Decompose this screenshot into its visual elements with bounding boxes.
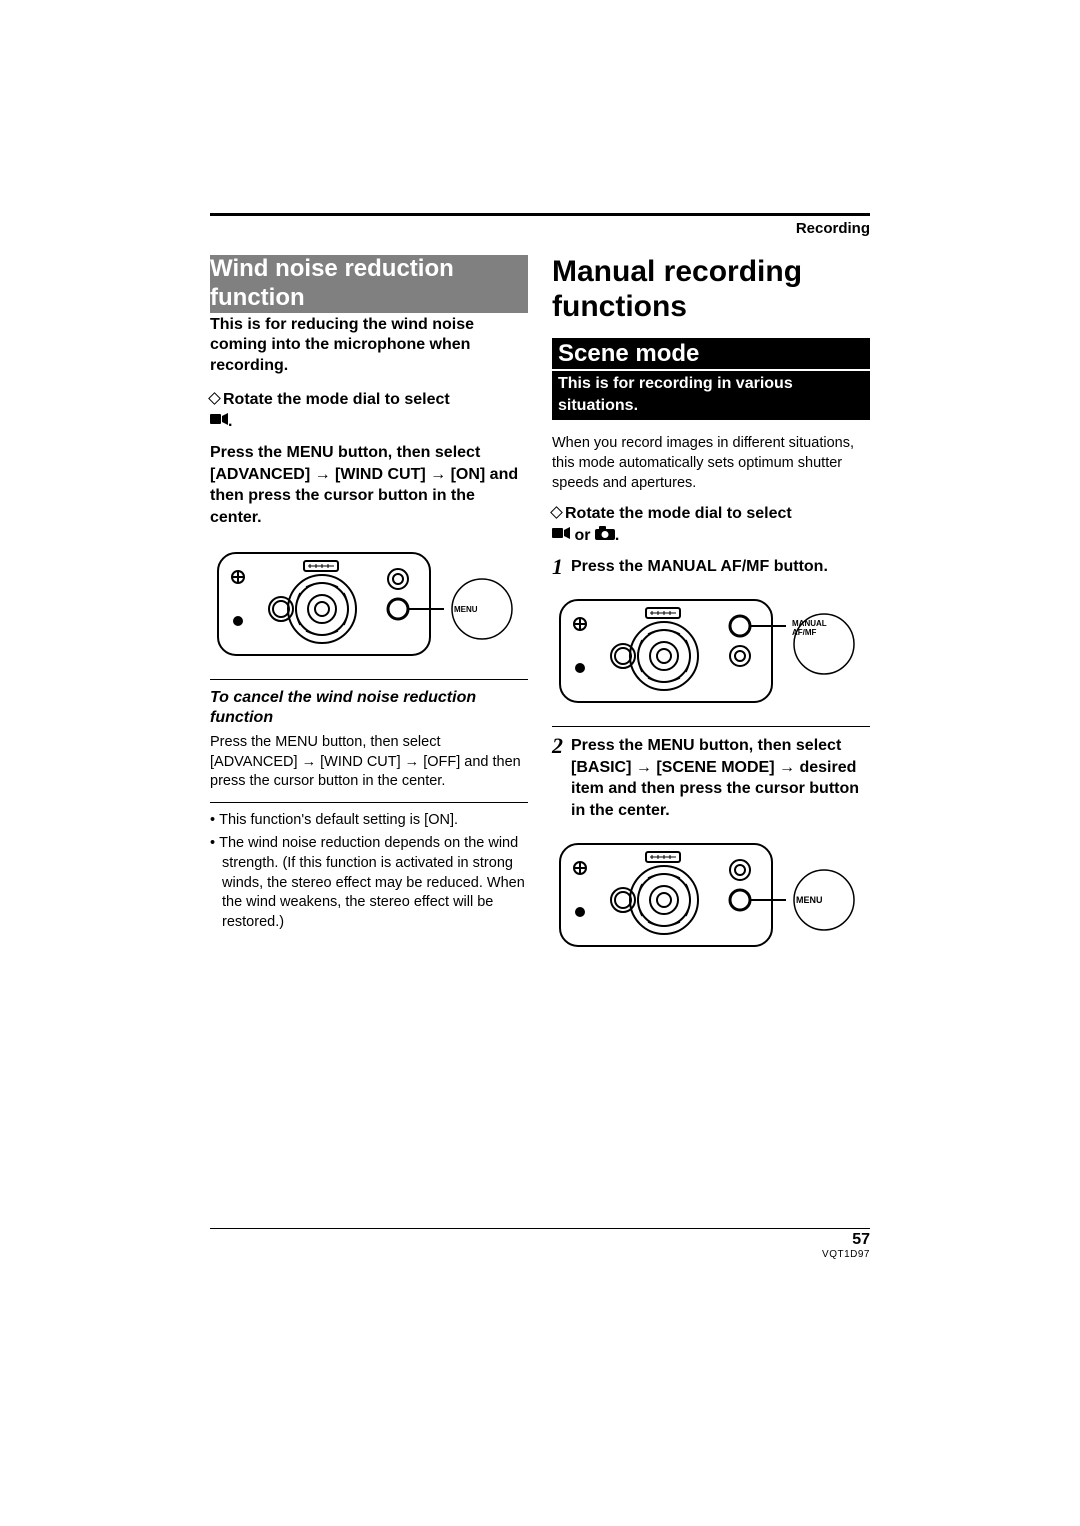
- doc-code: VQT1D97: [210, 1249, 870, 1260]
- notes-list: This function's default setting is [ON].…: [210, 811, 528, 932]
- rotate-suffix: .: [228, 413, 232, 430]
- cancel-body: Press the MENU button, then select [ADVA…: [210, 733, 528, 792]
- note-item: The wind noise reduction depends on the …: [210, 834, 528, 932]
- section-label: Recording: [210, 220, 870, 237]
- scene-mode-body: When you record images in different situ…: [552, 434, 870, 493]
- page-number: 57: [210, 1231, 870, 1249]
- scene-mode-heading-box: Scene mode: [552, 338, 870, 369]
- manual-label-line1: MANUAL: [792, 619, 827, 628]
- cancel-heading: To cancel the wind noise reduction funct…: [210, 688, 528, 730]
- wind-noise-heading: Wind noise reduction function: [210, 255, 528, 313]
- footer-rule: [210, 1228, 870, 1229]
- rotate-prefix-r: Rotate the mode dial to select: [565, 505, 792, 522]
- step-number: 1: [552, 556, 563, 578]
- step-text: Press the MANUAL AF/MF button.: [571, 556, 870, 578]
- video-mode-icon: [210, 411, 228, 433]
- wind-noise-heading-box: Wind noise reduction function: [210, 255, 528, 313]
- rotate-mid: or: [570, 527, 595, 544]
- scene-mode-subdesc: This is for recording in various situati…: [552, 371, 870, 420]
- menu-label: MENU: [454, 605, 478, 614]
- header-rule: [210, 213, 870, 216]
- step-text: Press the MENU button, then select [BASI…: [571, 735, 870, 821]
- step-1: 1 Press the MANUAL AF/MF button.: [552, 556, 870, 578]
- video-mode-icon: [552, 525, 570, 547]
- step-2: 2 Press the MENU button, then select [BA…: [552, 735, 870, 821]
- menu-label-2: MENU: [796, 895, 823, 905]
- manual-recording-title: Manual recording functions: [552, 255, 870, 324]
- scene-mode-heading: Scene mode: [558, 338, 870, 369]
- wind-noise-subdesc: This is for reducing the wind noise comi…: [210, 315, 528, 377]
- camera-diagram-manual: MANUAL AF/MF: [552, 586, 862, 714]
- rotate-prefix: Rotate the mode dial to select: [223, 391, 450, 408]
- right-column: Manual recording functions Scene mode Th…: [552, 255, 870, 970]
- two-column-layout: Wind noise reduction function This is fo…: [210, 255, 870, 970]
- camera-diagram-menu-2: MENU: [552, 830, 862, 958]
- step-number: 2: [552, 735, 563, 821]
- page-footer: 57 VQT1D97: [210, 1228, 870, 1260]
- divider-rule-left-1: [210, 679, 528, 680]
- left-column: Wind noise reduction function This is fo…: [210, 255, 528, 970]
- diamond-icon: [208, 392, 221, 405]
- camera-diagram-menu: MENU: [210, 539, 520, 667]
- rotate-dial-instruction-left: Rotate the mode dial to select .: [210, 389, 528, 432]
- diamond-icon: [550, 506, 563, 519]
- rotate-dial-instruction-right: Rotate the mode dial to select or .: [552, 503, 870, 546]
- page-content: Recording Wind noise reduction function …: [210, 213, 870, 970]
- note-item: This function's default setting is [ON].: [210, 811, 528, 831]
- menu-instruction-left: Press the MENU button, then select [ADVA…: [210, 442, 528, 528]
- divider-rule-left-2: [210, 802, 528, 803]
- rotate-suffix-r: .: [615, 527, 619, 544]
- divider-rule-right: [552, 726, 870, 727]
- manual-label-line2: AF/MF: [792, 628, 817, 637]
- photo-mode-icon: [595, 525, 615, 547]
